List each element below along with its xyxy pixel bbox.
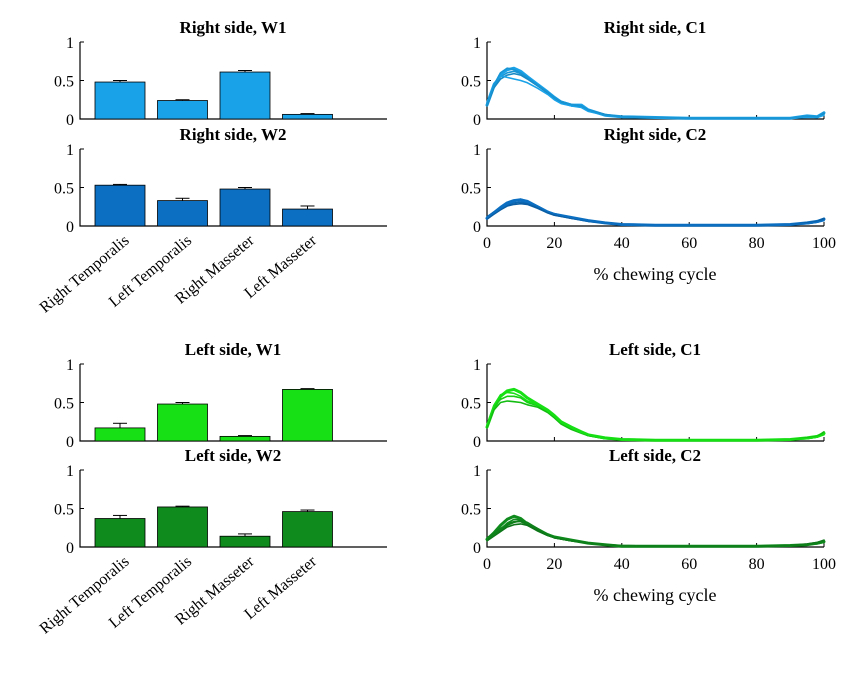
panel-left-c1: Left side, C1 0 0.5 1 [461, 340, 824, 451]
panel-title: Left side, C2 [609, 446, 701, 465]
series-line [487, 524, 824, 546]
bar [283, 209, 333, 226]
bar [95, 185, 145, 226]
bar [283, 114, 333, 119]
y-tick-label: 0.5 [461, 181, 481, 198]
y-tick-label: 0 [473, 434, 481, 451]
y-tick-label: 0.5 [54, 396, 74, 413]
axes [487, 42, 824, 119]
panel-title: Right side, W2 [180, 125, 287, 144]
y-tick-label: 0.5 [54, 74, 74, 91]
y-tick-label: 0.5 [461, 396, 481, 413]
x-tick-label: 40 [614, 556, 630, 573]
y-tick-label: 0 [473, 540, 481, 557]
panel-title: Right side, C1 [604, 18, 706, 37]
series-line [487, 519, 824, 546]
bar [220, 189, 270, 226]
y-tick-label: 1 [66, 35, 74, 52]
bar [158, 404, 208, 441]
y-tick-label: 1 [473, 463, 481, 480]
bar [158, 507, 208, 547]
y-tick-label: 0.5 [54, 181, 74, 198]
series-line [487, 68, 824, 118]
y-tick-label: 0.5 [54, 502, 74, 519]
x-tick-label: 0 [483, 556, 491, 573]
bar [220, 436, 270, 441]
y-tick-label: 0 [473, 112, 481, 129]
panel-right-c2: Right side, C2 % chewing cycle 0 0.5 1 0 20 4… [461, 125, 836, 284]
y-tick-label: 0 [66, 219, 74, 236]
y-tick-label: 1 [473, 142, 481, 159]
bar [283, 512, 333, 547]
y-tick-label: 0 [473, 219, 481, 236]
bar [95, 519, 145, 547]
bar [283, 389, 333, 441]
series-line [487, 389, 824, 440]
axes [487, 470, 824, 547]
panel-title: Left side, C1 [609, 340, 701, 359]
series-line [487, 393, 824, 441]
bar [95, 82, 145, 119]
x-axis-label: % chewing cycle [594, 264, 717, 284]
series-line [487, 199, 824, 225]
y-tick-label: 0 [66, 112, 74, 129]
y-tick-label: 0.5 [461, 502, 481, 519]
bar [220, 72, 270, 119]
panel-title: Right side, W1 [180, 18, 287, 37]
series-line [487, 521, 824, 546]
y-tick-label: 1 [473, 357, 481, 374]
panel-right-c1: Right side, C1 0 0.5 1 [461, 18, 824, 129]
x-tick-label: 100 [812, 235, 836, 252]
panel-right-w1: Right side, W1 0 0.5 1 [54, 18, 387, 129]
bar [220, 536, 270, 547]
y-tick-label: 1 [473, 35, 481, 52]
x-tick-label: 80 [749, 235, 765, 252]
x-axis-label: % chewing cycle [594, 585, 717, 605]
series-line [487, 522, 824, 547]
x-tick-label: 80 [749, 556, 765, 573]
panel-title: Right side, C2 [604, 125, 706, 144]
x-tick-label: 0 [483, 235, 491, 252]
x-tick-label: 60 [681, 556, 697, 573]
bar [158, 101, 208, 119]
bar [95, 428, 145, 441]
y-tick-label: 0 [66, 540, 74, 557]
bar [158, 201, 208, 226]
series-line [487, 74, 824, 119]
y-tick-label: 1 [66, 142, 74, 159]
y-tick-label: 1 [66, 357, 74, 374]
x-tick-label: 60 [681, 235, 697, 252]
x-tick-label: 100 [812, 556, 836, 573]
panel-left-w1: Left side, W1 0 0.5 1 [54, 340, 387, 451]
axes [487, 149, 824, 226]
panel-left-c2: Left side, C2 % chewing cycle 0 0.5 1 0 20 40… [461, 446, 836, 605]
series-line [487, 68, 824, 118]
y-tick-label: 0.5 [461, 74, 481, 91]
x-tick-label: 20 [546, 235, 562, 252]
series-line [487, 71, 824, 118]
x-tick-label: 40 [614, 235, 630, 252]
y-tick-label: 1 [66, 463, 74, 480]
series-line [487, 401, 824, 440]
y-tick-label: 0 [66, 434, 74, 451]
series-line [487, 200, 824, 225]
series-line [487, 76, 824, 118]
panel-title: Left side, W1 [185, 340, 282, 359]
x-tick-label: 20 [546, 556, 562, 573]
panel-title: Left side, W2 [185, 446, 282, 465]
